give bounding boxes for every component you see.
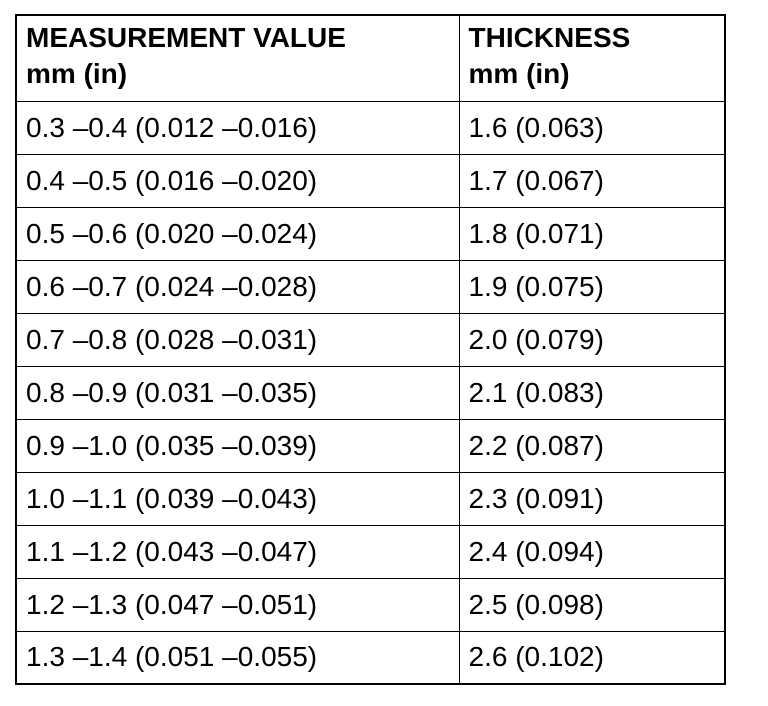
table-row: 0.8 –0.9 (0.031 –0.035) 2.1 (0.083) bbox=[15, 365, 726, 420]
table-cell: 0.9 –1.0 (0.035 –0.039) bbox=[15, 418, 460, 473]
header-cell: MEASUREMENT VALUE mm (in) bbox=[15, 14, 460, 102]
table-row: 1.2 –1.3 (0.047 –0.051) 2.5 (0.098) bbox=[15, 577, 726, 632]
table-cell: 0.3 –0.4 (0.012 –0.016) bbox=[15, 100, 460, 155]
table-row: 0.3 –0.4 (0.012 –0.016) 1.6 (0.063) bbox=[15, 100, 726, 155]
table-row: 1.1 –1.2 (0.043 –0.047) 2.4 (0.094) bbox=[15, 524, 726, 579]
table-cell: 2.0 (0.079) bbox=[458, 312, 726, 367]
table-cell: 1.1 –1.2 (0.043 –0.047) bbox=[15, 524, 460, 579]
table-cell: 1.2 –1.3 (0.047 –0.051) bbox=[15, 577, 460, 632]
table-cell: 1.6 (0.063) bbox=[458, 100, 726, 155]
table-row: 0.9 –1.0 (0.035 –0.039) 2.2 (0.087) bbox=[15, 418, 726, 473]
header-text: MEASUREMENT VALUE bbox=[26, 22, 346, 53]
table-row: 1.0 –1.1 (0.039 –0.043) 2.3 (0.091) bbox=[15, 471, 726, 526]
table-body: 0.3 –0.4 (0.012 –0.016) 1.6 (0.063) 0.4 –0… bbox=[15, 100, 726, 685]
table-cell: 0.4 –0.5 (0.016 –0.020) bbox=[15, 153, 460, 208]
table-cell: 0.5 –0.6 (0.020 –0.024) bbox=[15, 206, 460, 261]
table-row: 0.4 –0.5 (0.016 –0.020) 1.7 (0.067) bbox=[15, 153, 726, 208]
table-cell: 0.8 –0.9 (0.031 –0.035) bbox=[15, 365, 460, 420]
table-header: MEASUREMENT VALUE mm (in) THICKNESS mm (in) bbox=[15, 14, 726, 102]
thickness-table: MEASUREMENT VALUE mm (in) THICKNESS mm (in)… bbox=[15, 14, 726, 685]
header-text: THICKNESS bbox=[468, 22, 631, 53]
table-cell: 2.1 (0.083) bbox=[458, 365, 726, 420]
table-row: 0.6 –0.7 (0.024 –0.028) 1.9 (0.075) bbox=[15, 259, 726, 314]
table-cell: 0.7 –0.8 (0.028 –0.031) bbox=[15, 312, 460, 367]
table-cell: 2.5 (0.098) bbox=[458, 577, 726, 632]
header-text: mm (in) bbox=[26, 58, 128, 89]
table-cell: 2.2 (0.087) bbox=[458, 418, 726, 473]
table-cell: 1.9 (0.075) bbox=[458, 259, 726, 314]
table-cell: 1.0 –1.1 (0.039 –0.043) bbox=[15, 471, 460, 526]
table-row: 1.3 –1.4 (0.051 –0.055) 2.6 (0.102) bbox=[15, 630, 726, 685]
table-cell: 1.3 –1.4 (0.051 –0.055) bbox=[15, 630, 460, 685]
table-cell: 2.6 (0.102) bbox=[458, 630, 726, 685]
header-text: mm (in) bbox=[468, 58, 570, 89]
table-cell: 1.8 (0.071) bbox=[458, 206, 726, 261]
table-row: 0.5 –0.6 (0.020 –0.024) 1.8 (0.071) bbox=[15, 206, 726, 261]
table-cell: 2.4 (0.094) bbox=[458, 524, 726, 579]
header-row: MEASUREMENT VALUE mm (in) THICKNESS mm (in) bbox=[15, 14, 726, 102]
table-cell: 0.6 –0.7 (0.024 –0.028) bbox=[15, 259, 460, 314]
table-row: 0.7 –0.8 (0.028 –0.031) 2.0 (0.079) bbox=[15, 312, 726, 367]
table-cell: 1.7 (0.067) bbox=[458, 153, 726, 208]
table-cell: 2.3 (0.091) bbox=[458, 471, 726, 526]
header-cell: THICKNESS mm (in) bbox=[458, 14, 726, 102]
